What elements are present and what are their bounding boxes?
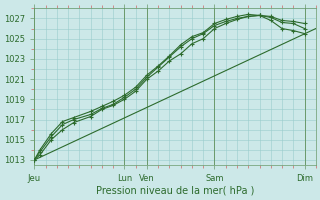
X-axis label: Pression niveau de la mer( hPa ): Pression niveau de la mer( hPa ): [96, 186, 254, 196]
